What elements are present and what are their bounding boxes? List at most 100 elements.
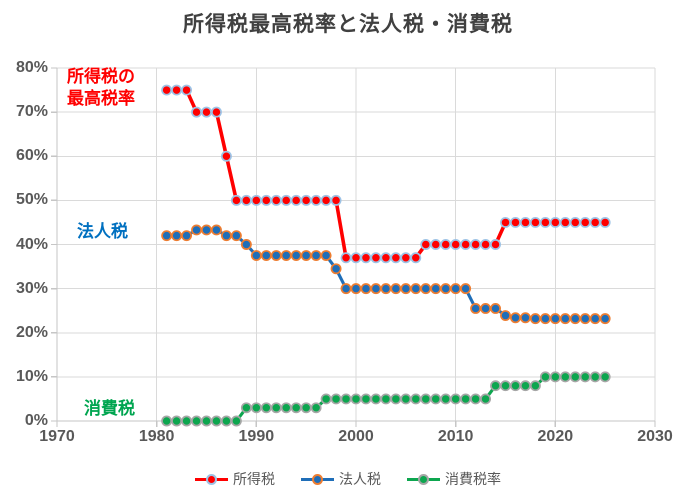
data-point [450, 239, 462, 250]
data-point [161, 84, 173, 96]
data-point [390, 393, 402, 405]
data-point [330, 393, 342, 405]
data-point [529, 313, 541, 325]
data-point [380, 283, 392, 295]
data-point [490, 239, 501, 250]
data-point [400, 393, 412, 405]
data-point [330, 263, 342, 275]
data-point [360, 393, 372, 405]
data-point [350, 283, 362, 295]
legend-marker-icon [407, 473, 440, 485]
x-tick-label: 2010 [437, 428, 474, 445]
data-point [201, 415, 212, 427]
data-point [539, 216, 551, 228]
data-point [191, 106, 202, 118]
data-point [240, 194, 252, 206]
y-tick-label: 0% [24, 412, 48, 429]
data-point [300, 250, 312, 261]
y-tick-label: 80% [15, 59, 48, 76]
data-point [260, 402, 272, 414]
data-point [410, 283, 422, 295]
data-point [390, 252, 402, 264]
income-tax-annotation-line1: 所得税の [67, 67, 135, 86]
data-point [220, 150, 232, 162]
data-point [589, 313, 601, 325]
data-point [290, 250, 302, 261]
data-point [320, 194, 332, 206]
data-point [280, 194, 292, 206]
y-tick-label: 20% [15, 323, 48, 341]
data-point [549, 216, 561, 228]
income-tax-annotation: 所得税の 最高税率 [58, 66, 144, 110]
data-point [201, 106, 212, 118]
data-point [420, 283, 432, 295]
data-point [340, 393, 352, 405]
data-point [589, 216, 601, 228]
data-point [559, 216, 571, 228]
data-point [579, 313, 591, 325]
data-point [270, 194, 282, 206]
data-point [470, 303, 482, 314]
data-point [599, 313, 611, 325]
data-point [350, 393, 362, 405]
y-tick-label: 60% [15, 147, 48, 165]
data-point [569, 313, 581, 325]
data-point [310, 402, 322, 414]
data-point [579, 371, 591, 383]
x-tick-label: 2000 [338, 428, 374, 445]
data-point [400, 252, 412, 264]
data-point [420, 239, 432, 250]
consumption-tax-annotation: 消費税 [84, 399, 135, 418]
data-point [500, 380, 511, 392]
data-point [360, 283, 372, 295]
data-point [430, 393, 442, 405]
data-point [529, 216, 541, 228]
data-point [370, 252, 382, 264]
data-point [260, 194, 272, 206]
y-tick-label: 10% [15, 367, 48, 385]
data-point [420, 393, 432, 405]
data-point [340, 252, 352, 264]
data-point [320, 250, 332, 261]
data-point [270, 402, 282, 414]
data-point [191, 415, 202, 427]
data-point [430, 239, 442, 250]
data-point [230, 230, 242, 242]
data-point [410, 252, 422, 264]
legend-label: 法人税 [339, 471, 381, 487]
data-point [539, 371, 551, 383]
legend: 所得税 法人税 消費税率 [0, 469, 696, 489]
data-point [161, 230, 173, 242]
data-point [340, 283, 352, 295]
data-point [480, 239, 492, 250]
x-tick-label: 1990 [238, 428, 275, 445]
data-point [211, 224, 222, 236]
data-point [480, 303, 492, 314]
data-point [240, 239, 252, 250]
data-point [510, 312, 521, 324]
chart-title: 所得税最高税率と法人税・消費税 [183, 13, 513, 36]
data-point [440, 393, 452, 405]
data-point [250, 194, 262, 206]
data-point [450, 283, 462, 295]
data-point [270, 250, 282, 261]
data-point [599, 371, 611, 383]
data-point [181, 84, 193, 96]
data-point [500, 216, 511, 228]
data-point [549, 313, 561, 325]
data-point [460, 239, 472, 250]
data-point [500, 310, 511, 321]
data-point [450, 393, 462, 405]
x-tick-label: 1980 [138, 428, 175, 445]
series-法人税 [161, 224, 611, 325]
y-tick-label: 70% [15, 103, 48, 121]
data-point [480, 393, 492, 405]
data-point [230, 415, 242, 427]
legend-dot-icon [418, 473, 429, 485]
series-所得税 [161, 84, 611, 264]
data-point [510, 216, 521, 228]
data-point [310, 194, 322, 206]
data-point [290, 194, 302, 206]
data-point [211, 106, 222, 118]
